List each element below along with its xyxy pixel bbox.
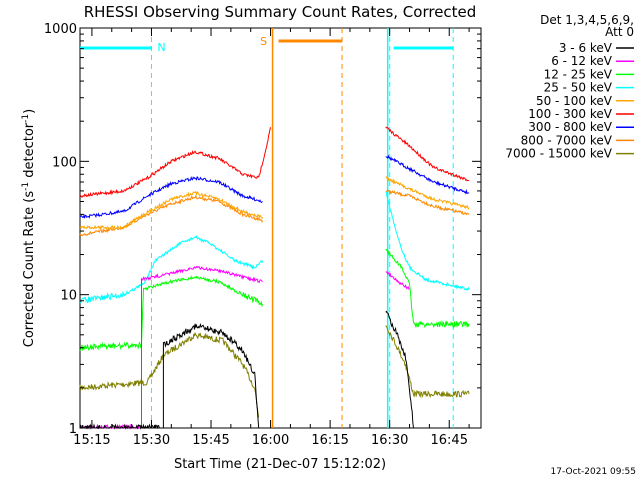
chart-title: RHESSI Observing Summary Count Rates, Co…	[84, 3, 477, 21]
series-line	[79, 190, 264, 231]
x-axis-label: Start Time (21-Dec-07 15:12:02)	[174, 457, 386, 472]
series-line	[385, 191, 470, 292]
series-line	[79, 235, 264, 304]
y-axis-label-end: )	[22, 109, 37, 114]
plot-frame	[79, 27, 482, 429]
legend-label: 6 - 12 keV	[551, 54, 613, 68]
x-tick-label: 15:45	[192, 433, 229, 448]
x-tick-label: 16:30	[371, 433, 408, 448]
x-tick-label: 16:00	[252, 433, 289, 448]
series-line	[385, 189, 470, 216]
y-axis: 1 10 100 1000	[44, 22, 481, 437]
series-line	[385, 271, 410, 290]
series-line	[385, 310, 414, 429]
legend-header-line2: Att 0	[605, 25, 634, 39]
y-tick-label: 10	[60, 289, 77, 304]
x-axis: 15:15 15:30 15:45 16:00 16:15 16:30 16:45	[73, 28, 470, 448]
series-line	[79, 332, 260, 418]
series-line	[79, 176, 263, 219]
series-line	[79, 127, 272, 198]
series-line	[79, 275, 264, 351]
x-tick-label: 16:15	[311, 433, 348, 448]
series-line	[79, 194, 264, 237]
x-tick-label: 15:15	[73, 433, 110, 448]
series-layer	[79, 126, 470, 430]
night-label: S	[260, 35, 267, 48]
series-line	[385, 154, 470, 195]
series-line	[385, 325, 470, 399]
y-axis-label: Corrected Count Rate (s-1 detector-1)	[21, 109, 37, 347]
legend-label: 50 - 100 keV	[536, 94, 613, 108]
y-tick-label: 1	[69, 422, 77, 437]
legend-label: 25 - 50 keV	[544, 81, 613, 95]
legend-label: 800 - 7000 keV	[521, 133, 613, 147]
legend-header-line1: Det 1,3,4,5,6,9,	[540, 13, 634, 27]
x-tick-label: 16:45	[431, 433, 468, 448]
y-tick-label: 1000	[44, 22, 77, 37]
y-tick-label: 100	[52, 155, 77, 170]
saa-label: N	[157, 41, 165, 54]
y-axis-label-sup1: -1	[21, 182, 31, 191]
series-line	[385, 248, 470, 329]
y-axis-label-sup2: -1	[21, 114, 31, 123]
legend-label: 300 - 800 keV	[528, 120, 612, 134]
y-axis-label-mid: detector	[22, 122, 37, 182]
series-line	[79, 322, 260, 430]
footer-date: 17-Oct-2021 09:55	[551, 467, 636, 477]
legend-label: 12 - 25 keV	[544, 67, 613, 81]
series-line	[385, 126, 470, 182]
x-tick-label: 15:30	[133, 433, 170, 448]
legend-label: 100 - 300 keV	[528, 107, 612, 121]
legend-label: 3 - 6 keV	[559, 41, 613, 55]
y-axis-label-main: Corrected Count Rate (s	[22, 191, 37, 348]
legend-label: 7000 - 15000 keV	[505, 147, 612, 161]
series-line	[385, 176, 470, 210]
